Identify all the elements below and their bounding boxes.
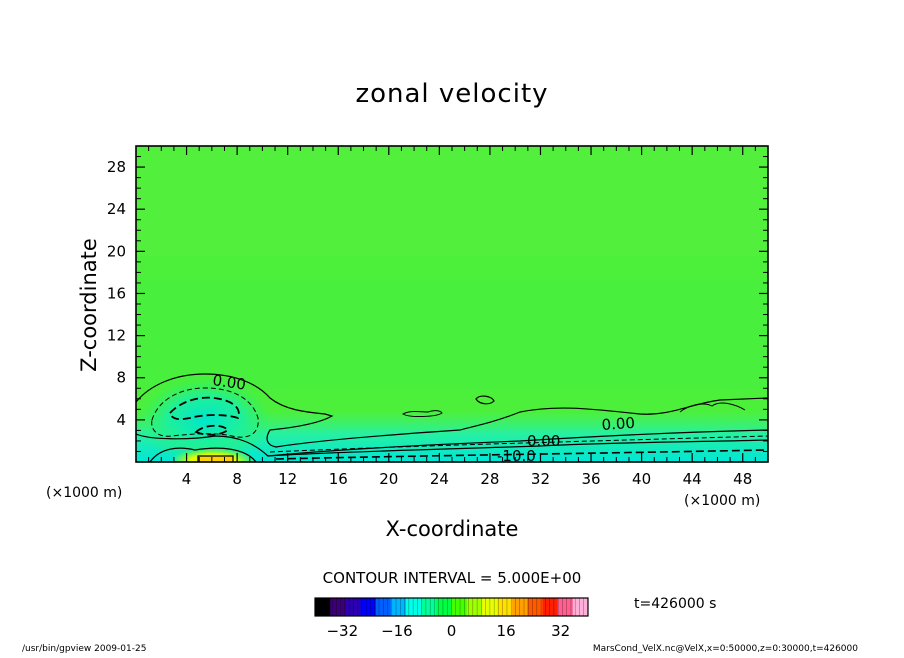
contour-line [267,439,768,457]
x-tick-label: 28 [480,470,499,488]
x-tick-label: 12 [278,470,297,488]
contour-label: 0.00 [211,371,247,393]
contour-line [149,447,257,462]
colorbar-tick-label: 16 [497,622,516,640]
colorbar-tick-label: 32 [551,622,570,640]
negative-cell [137,378,273,462]
colorbar-segment [512,598,528,616]
plot-area [136,146,768,462]
x-tick-label: 44 [683,470,702,488]
colorbar-segment [345,598,361,616]
x-tick-label: 24 [430,470,449,488]
x-tick-label: 36 [581,470,600,488]
x-axis-label: X-coordinate [386,517,519,541]
y-tick-label: 16 [107,284,126,302]
x-tick-label: 32 [531,470,550,488]
colorbar-segment [390,598,407,616]
contour-line [136,373,768,448]
y-tick-label: 20 [107,242,126,260]
colorbar-segment [375,598,392,616]
contour-line [679,402,746,413]
y-axis-label: Z-coordinate [77,238,101,372]
contour-interval-text: CONTOUR INTERVAL = 5.000E+00 [323,569,582,587]
colorbar-segment [572,598,589,616]
x-tick-label: 16 [329,470,348,488]
contour-label: 0.00 [527,432,560,450]
colorbar-segment [527,598,543,616]
contour-label: -10.0 [497,447,536,465]
x-axis: 4 8 12 16 20 24 28 32 36 40 44 48 [182,146,752,488]
colorbar-segment [557,598,574,616]
x-axis-unit-left: (×1000 m) [46,485,122,501]
y-axis: 4 8 12 16 20 24 28 [107,158,768,429]
contour-line [136,429,768,457]
colorbar-segment [481,598,498,616]
minor-ticks [136,146,768,462]
y-tick-label: 28 [107,158,126,176]
contour-dashed [275,449,768,460]
contour-line [475,395,495,405]
colorbar-segment [542,598,559,616]
colorbar-segment [315,598,331,616]
x-tick-label: 4 [182,470,192,488]
y-tick-label: 8 [116,369,126,387]
colorbar-segment [466,598,483,616]
jet-core [197,456,233,462]
y-tick-label: 4 [116,411,126,429]
colorbar-tick-label: −32 [326,622,358,640]
footer-left: /usr/bin/gpview 2009-01-25 [22,644,146,654]
upper-band [136,146,768,256]
mid-band [136,280,768,390]
contour-line [401,410,443,417]
colorbar-segment [330,598,346,616]
colorbar-segment [360,598,377,616]
colorbar-segment [451,598,468,616]
contour-dashed [151,387,259,438]
x-tick-label: 48 [733,470,752,488]
colorbar-segment [421,598,437,616]
x-tick-label: 20 [379,470,398,488]
y-tick-label: 24 [107,200,126,218]
x-tick-label: 8 [232,470,242,488]
colorbar-segment [436,598,452,616]
x-tick-label: 40 [632,470,651,488]
contour-dashed [269,435,768,453]
contour-label-group: 0.00 0.00 0.00 -10.0 [211,371,635,465]
colorbar-frame [314,597,589,617]
colorbar-ticks: −32 −16 0 16 32 [326,622,570,640]
contour-label: 0.00 [601,414,636,434]
colorbar-segment [406,598,422,616]
colorbar-tick-label: 0 [447,622,457,640]
contour-line [197,455,234,462]
x-axis-unit-right: (×1000 m) [684,493,760,509]
y-tick-label: 12 [107,327,126,345]
chart-title: zonal velocity [355,79,548,109]
colorbar [314,598,589,616]
time-text: t=426000 s [634,596,716,612]
colorbar-tick-label: −16 [381,622,413,640]
contour-dashed [168,396,240,421]
colorbar-segment [497,598,513,616]
footer-right: MarsCond_VelX.nc@VelX,x=0:50000,z=0:3000… [593,644,858,654]
